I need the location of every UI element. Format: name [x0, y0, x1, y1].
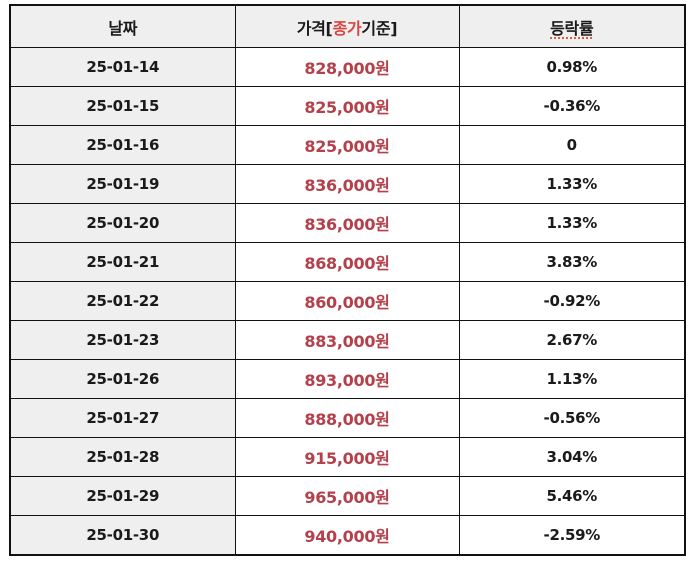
- price-cell: 836,000원: [234, 203, 460, 243]
- table-row: 25-01-15 825,000원 -0.36%: [9, 86, 686, 126]
- table-row: 25-01-19 836,000원 1.33%: [9, 164, 686, 204]
- date-cell: 25-01-15: [9, 86, 236, 126]
- header-rate-label: 등락률: [550, 18, 594, 38]
- table-row: 25-01-29 965,000원 5.46%: [9, 476, 686, 516]
- header-price-suffix: 기준]: [361, 18, 398, 38]
- price-cell: 828,000원: [234, 47, 460, 87]
- date-cell: 25-01-21: [9, 242, 236, 282]
- date-cell: 25-01-20: [9, 203, 236, 243]
- rate-cell: -0.56%: [458, 398, 686, 438]
- rate-cell: 0: [458, 125, 686, 165]
- table-row: 25-01-14 828,000원 0.98%: [9, 47, 686, 87]
- rate-cell: -0.36%: [458, 86, 686, 126]
- rate-cell: 1.33%: [458, 164, 686, 204]
- price-cell: 893,000원: [234, 359, 460, 399]
- price-cell: 888,000원: [234, 398, 460, 438]
- table-row: 25-01-27 888,000원 -0.56%: [9, 398, 686, 438]
- price-cell: 940,000원: [234, 515, 460, 556]
- date-cell: 25-01-14: [9, 47, 236, 87]
- header-row: 날짜 가격[종가기준] 등락률: [9, 4, 686, 48]
- header-price-highlight: 종가: [332, 18, 362, 38]
- table-row: 25-01-20 836,000원 1.33%: [9, 203, 686, 243]
- header-price-prefix: 가격[: [296, 18, 333, 38]
- table-row: 25-01-30 940,000원 -2.59%: [9, 515, 686, 556]
- header-date: 날짜: [9, 4, 236, 48]
- table-row: 25-01-23 883,000원 2.67%: [9, 320, 686, 360]
- price-cell: 868,000원: [234, 242, 460, 282]
- price-cell: 965,000원: [234, 476, 460, 516]
- table-row: 25-01-26 893,000원 1.13%: [9, 359, 686, 399]
- date-cell: 25-01-23: [9, 320, 236, 360]
- table-row: 25-01-28 915,000원 3.04%: [9, 437, 686, 477]
- table-body: 25-01-14 828,000원 0.98% 25-01-15 825,000…: [9, 47, 686, 556]
- rate-cell: 1.13%: [458, 359, 686, 399]
- price-cell: 860,000원: [234, 281, 460, 321]
- table-header: 날짜 가격[종가기준] 등락률: [9, 4, 686, 48]
- date-cell: 25-01-22: [9, 281, 236, 321]
- date-cell: 25-01-26: [9, 359, 236, 399]
- rate-cell: 5.46%: [458, 476, 686, 516]
- price-cell: 836,000원: [234, 164, 460, 204]
- date-cell: 25-01-28: [9, 437, 236, 477]
- date-cell: 25-01-29: [9, 476, 236, 516]
- header-date-label: 날짜: [108, 18, 138, 38]
- rate-cell: -2.59%: [458, 515, 686, 556]
- price-cell: 883,000원: [234, 320, 460, 360]
- rate-cell: 3.04%: [458, 437, 686, 477]
- rate-cell: 2.67%: [458, 320, 686, 360]
- header-price: 가격[종가기준]: [234, 4, 460, 48]
- stock-price-table: 날짜 가격[종가기준] 등락률 25-01-14 828,000원 0.98% …: [9, 4, 686, 556]
- date-cell: 25-01-19: [9, 164, 236, 204]
- date-cell: 25-01-27: [9, 398, 236, 438]
- price-cell: 825,000원: [234, 125, 460, 165]
- price-cell: 915,000원: [234, 437, 460, 477]
- rate-cell: 1.33%: [458, 203, 686, 243]
- header-rate: 등락률: [458, 4, 686, 48]
- table-row: 25-01-16 825,000원 0: [9, 125, 686, 165]
- rate-cell: 0.98%: [458, 47, 686, 87]
- date-cell: 25-01-30: [9, 515, 236, 556]
- table-row: 25-01-22 860,000원 -0.92%: [9, 281, 686, 321]
- rate-cell: 3.83%: [458, 242, 686, 282]
- table-row: 25-01-21 868,000원 3.83%: [9, 242, 686, 282]
- rate-cell: -0.92%: [458, 281, 686, 321]
- price-cell: 825,000원: [234, 86, 460, 126]
- date-cell: 25-01-16: [9, 125, 236, 165]
